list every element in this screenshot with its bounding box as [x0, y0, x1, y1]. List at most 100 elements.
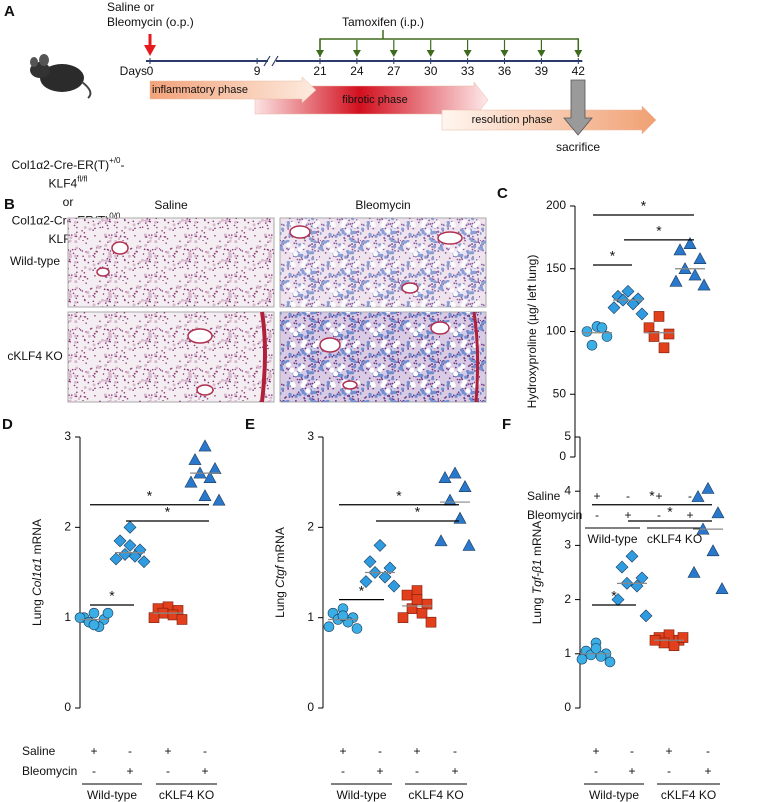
- day-label: 27: [387, 64, 401, 78]
- mouse-icon: [30, 54, 92, 99]
- day-label: 30: [424, 64, 438, 78]
- condition-sign: +: [655, 489, 662, 503]
- histology-images: [67, 217, 487, 403]
- condition-sign: +: [593, 489, 600, 503]
- point: [596, 322, 608, 334]
- condition-sign: -: [128, 744, 132, 758]
- condition-sign: -: [203, 744, 207, 758]
- point: [711, 506, 725, 519]
- point: [188, 452, 202, 465]
- point: [113, 534, 127, 548]
- condition-sign: +: [624, 508, 631, 522]
- point: [109, 552, 123, 566]
- point: [137, 555, 151, 569]
- condition-sign: +: [164, 744, 171, 758]
- point: [462, 538, 476, 551]
- condition-sign: +: [592, 744, 599, 758]
- condition-sign: -: [378, 744, 382, 758]
- column-label: Bleomycin: [355, 198, 410, 212]
- genotype-base: or: [63, 195, 74, 209]
- condition-sign: -: [706, 744, 710, 758]
- y-label-part: Hydroxyproline (µg/ left lung): [525, 255, 539, 409]
- point: [687, 565, 701, 578]
- genotype-line: or: [63, 195, 74, 209]
- group-label: Wild-type: [587, 532, 637, 546]
- y-label-part: Tgf-β1: [530, 559, 544, 594]
- point: [373, 538, 387, 552]
- point: [351, 623, 363, 634]
- row-label: cKLF4 KO: [7, 349, 62, 363]
- chart: E 0 1 2 3 Lung Ctgf mRNA * * * + - + - - + - + Wild-type c…: [245, 416, 476, 802]
- condition-sign: -: [630, 744, 634, 758]
- point: [625, 549, 639, 563]
- y-label-part: Lung: [530, 594, 544, 624]
- genotype-line: KLF4fl/fl: [49, 175, 88, 191]
- point: [697, 278, 711, 291]
- genotype-line: Col1α2-Cre-ER(T)+/0-: [12, 156, 125, 172]
- y-tick-label: 3: [564, 538, 571, 552]
- group-label: cKLF4 KO: [661, 788, 716, 802]
- point: [635, 307, 649, 321]
- significance-label: *: [396, 487, 402, 503]
- significance-label: *: [610, 248, 616, 264]
- condition-sign: +: [201, 764, 208, 778]
- point: [663, 328, 675, 340]
- y-tick-label: 1: [307, 610, 314, 624]
- day-label: 24: [350, 64, 364, 78]
- condition-sign: +: [704, 764, 711, 778]
- point: [167, 609, 179, 621]
- column-label: Saline: [154, 198, 188, 212]
- significance-label: *: [667, 504, 673, 520]
- y-tick-label: 2: [564, 592, 571, 606]
- point: [378, 570, 392, 584]
- condition-sign: +: [686, 508, 693, 522]
- condition-sign: +: [413, 744, 420, 758]
- day-label: 0: [147, 64, 154, 78]
- point: [448, 466, 462, 479]
- point: [706, 544, 720, 557]
- point: [387, 579, 401, 593]
- condition-sign: -: [415, 764, 419, 778]
- point: [701, 481, 715, 494]
- y-tick-label: 100: [546, 324, 566, 338]
- genotype-base: KLF4: [49, 177, 78, 191]
- day-label: 36: [498, 64, 512, 78]
- genotype-tail: -: [120, 158, 124, 172]
- point: [691, 489, 705, 502]
- phase-arrow: [441, 105, 657, 135]
- panel-letter: D: [2, 416, 13, 433]
- point: [438, 471, 452, 483]
- tamoxifen-bracket: [319, 38, 580, 57]
- condition-sign: -: [341, 764, 345, 778]
- y-label-part: Lung: [30, 596, 44, 626]
- significance-label: *: [415, 504, 421, 520]
- phase-label: inflammatory phase: [152, 84, 248, 96]
- chart: D 0 1 2 3 Lung Col1α1 mRNA * * * Saline + - + - Bleomy…: [2, 416, 226, 802]
- y-axis-label: Lung Tgf-β1 mRNA: [530, 521, 544, 625]
- panel-letter: F: [502, 416, 511, 433]
- point: [673, 243, 687, 256]
- condition-sign: -: [688, 489, 692, 503]
- phase-arrow: [149, 76, 317, 104]
- point: [425, 616, 437, 628]
- point: [581, 326, 593, 337]
- point: [639, 609, 653, 623]
- point: [406, 603, 418, 614]
- condition-label: Saline: [527, 489, 561, 503]
- point: [383, 561, 397, 575]
- panel-letter: E: [245, 416, 255, 433]
- condition-label: Bleomycin: [527, 508, 582, 522]
- y-tick-label: 5: [564, 429, 571, 443]
- group-label: cKLF4 KO: [647, 532, 702, 546]
- condition-sign: +: [339, 744, 346, 758]
- genotype-sup: fl/fl: [77, 175, 87, 184]
- y-label-part: mRNA: [273, 527, 287, 566]
- point: [363, 555, 377, 569]
- significance-label: *: [109, 588, 115, 604]
- y-tick-label: 150: [546, 261, 566, 275]
- genotype-sup: 0/0: [109, 212, 121, 221]
- condition-label: Bleomycin: [22, 764, 77, 778]
- point: [401, 589, 413, 601]
